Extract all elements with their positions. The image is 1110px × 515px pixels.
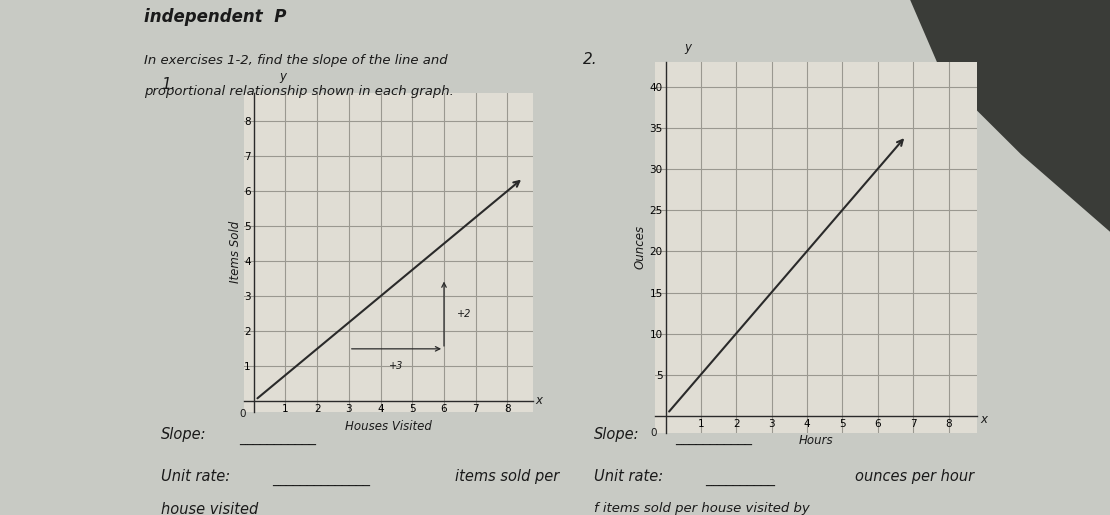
Text: proportional relationship shown in each graph.: proportional relationship shown in each … — [144, 85, 454, 98]
Text: ___________: ___________ — [239, 432, 315, 445]
Text: items sold per: items sold per — [455, 469, 559, 484]
Text: 0: 0 — [649, 427, 656, 438]
Text: In exercises 1-2, find the slope of the line and: In exercises 1-2, find the slope of the … — [144, 54, 448, 67]
Text: y: y — [279, 70, 286, 83]
Text: Slope:: Slope: — [594, 427, 639, 442]
Y-axis label: Items Sold: Items Sold — [229, 221, 242, 283]
Text: +3: +3 — [390, 361, 404, 371]
Text: f items sold per house visited by: f items sold per house visited by — [594, 502, 809, 515]
Text: y: y — [684, 41, 690, 54]
Text: x: x — [980, 414, 987, 426]
Text: Unit rate:: Unit rate: — [161, 469, 230, 484]
Text: 0: 0 — [240, 409, 245, 419]
Text: ounces per hour: ounces per hour — [855, 469, 973, 484]
Text: __________: __________ — [705, 473, 775, 487]
Text: x: x — [536, 394, 543, 407]
Text: Slope:: Slope: — [161, 427, 206, 442]
Text: Unit rate:: Unit rate: — [594, 469, 663, 484]
X-axis label: Hours: Hours — [798, 435, 834, 448]
Text: house visited: house visited — [161, 502, 259, 515]
Text: 2.: 2. — [583, 52, 597, 66]
X-axis label: Houses Visited: Houses Visited — [345, 420, 432, 433]
Text: ___________: ___________ — [675, 432, 751, 445]
Y-axis label: Ounces: Ounces — [634, 225, 647, 269]
Text: 1.: 1. — [161, 77, 175, 92]
Text: ______________: ______________ — [272, 473, 370, 487]
Polygon shape — [910, 0, 1110, 232]
Text: independent  P: independent P — [144, 8, 286, 26]
Text: +2: +2 — [456, 309, 471, 319]
